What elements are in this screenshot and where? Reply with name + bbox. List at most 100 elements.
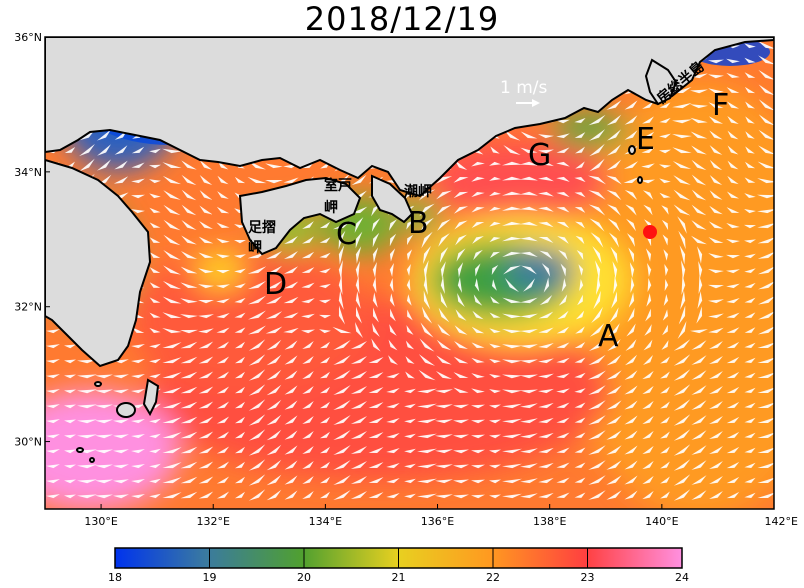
current-arrow <box>744 357 756 363</box>
current-arrow <box>198 446 214 454</box>
current-arrow <box>97 144 111 156</box>
current-arrow <box>163 234 181 246</box>
current-arrow <box>386 447 400 454</box>
current-arrow <box>520 206 538 211</box>
colorbar-tick-label: 21 <box>392 571 406 584</box>
current-arrow <box>574 372 586 378</box>
current-arrow <box>247 295 267 305</box>
current-arrow <box>609 307 619 323</box>
current-arrow <box>283 281 299 289</box>
current-arrow <box>623 177 639 183</box>
current-arrow <box>113 479 129 484</box>
current-arrow <box>114 130 128 140</box>
current-arrow <box>350 491 368 499</box>
current-arrow <box>744 239 756 244</box>
current-arrow <box>588 460 606 470</box>
current-arrow <box>588 475 606 485</box>
current-arrow <box>698 261 703 279</box>
current-arrow <box>248 339 266 351</box>
land-island-1 <box>94 381 102 387</box>
lat-tick-label: 34°N <box>14 166 42 179</box>
current-arrow <box>435 404 453 409</box>
current-arrow <box>520 147 538 154</box>
current-arrow <box>386 417 400 424</box>
current-arrow <box>355 246 362 264</box>
current-arrow <box>678 230 686 250</box>
current-arrow <box>520 191 538 196</box>
current-arrow <box>642 101 654 109</box>
current-arrow <box>680 290 686 310</box>
current-arrow <box>538 388 554 394</box>
current-arrow <box>647 263 652 277</box>
current-arrow <box>520 313 538 319</box>
map-area <box>45 37 774 509</box>
current-arrow <box>217 175 229 185</box>
current-arrow <box>113 374 129 379</box>
label-muroto: 室戸 岬 <box>324 177 352 216</box>
current-arrow <box>673 459 691 471</box>
current-arrow <box>726 446 740 454</box>
current-arrow <box>758 296 774 305</box>
current-arrow <box>726 223 740 229</box>
current-arrow <box>691 159 707 171</box>
current-arrow <box>199 205 213 215</box>
current-arrow <box>606 354 622 366</box>
current-arrow <box>198 476 214 484</box>
current-arrow <box>726 476 740 484</box>
current-arrow <box>628 292 635 308</box>
current-arrow <box>77 434 97 439</box>
current-arrow <box>624 385 638 395</box>
current-arrow <box>757 178 774 184</box>
current-arrow <box>520 344 538 349</box>
current-arrow <box>406 325 414 335</box>
current-arrow <box>46 329 60 334</box>
current-arrow <box>234 371 246 379</box>
current-arrow <box>538 191 554 197</box>
current-arrow <box>489 251 501 259</box>
current-arrow <box>247 280 267 290</box>
current-arrow <box>691 385 707 395</box>
current-arrow <box>284 235 298 245</box>
svg-text:足摺: 足摺 <box>248 220 276 236</box>
current-arrow <box>471 357 485 364</box>
current-arrow <box>577 294 583 306</box>
current-arrow <box>248 459 266 471</box>
current-arrow <box>502 463 522 469</box>
current-arrow <box>46 494 60 499</box>
current-arrow <box>248 160 266 170</box>
current-arrow <box>471 434 485 439</box>
current-arrow <box>709 415 723 425</box>
current-arrow <box>520 297 538 304</box>
marker-d: D <box>264 267 287 302</box>
current-arrow <box>354 321 364 339</box>
current-arrow <box>606 175 622 185</box>
current-arrow <box>757 252 774 259</box>
current-arrow <box>319 401 331 409</box>
current-arrow <box>248 384 266 396</box>
current-arrow <box>520 389 538 394</box>
current-arrow <box>643 204 653 216</box>
current-arrow <box>438 233 450 247</box>
current-arrow <box>645 308 651 322</box>
current-arrow <box>149 164 161 169</box>
current-arrow <box>595 275 601 295</box>
current-arrow <box>726 87 740 93</box>
current-arrow <box>302 461 314 469</box>
current-arrow <box>643 355 653 365</box>
current-arrow <box>475 263 481 277</box>
current-arrow <box>588 385 606 395</box>
current-arrow <box>660 386 670 394</box>
current-arrow <box>453 387 469 394</box>
current-arrow <box>266 489 282 501</box>
current-arrow <box>588 114 606 126</box>
current-arrow <box>556 119 570 124</box>
current-arrow <box>180 266 198 274</box>
land-kyushu <box>45 158 152 368</box>
current-arrow <box>453 434 469 439</box>
current-arrow <box>320 161 330 169</box>
current-arrow <box>673 429 691 441</box>
current-arrow <box>284 415 298 425</box>
current-arrow <box>234 268 246 274</box>
current-arrow <box>266 399 282 411</box>
current-arrow <box>541 263 551 277</box>
